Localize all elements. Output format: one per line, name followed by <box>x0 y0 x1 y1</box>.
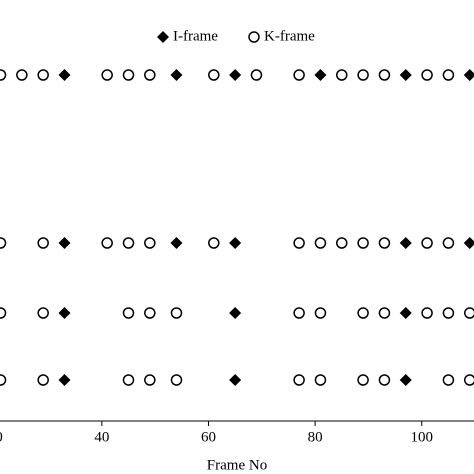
k-frame-marker <box>336 69 348 81</box>
k-frame-marker <box>0 69 7 81</box>
k-frame-marker <box>314 307 327 319</box>
k-frame-marker <box>357 237 369 249</box>
i-frame-marker <box>463 237 474 249</box>
k-frame-marker <box>144 374 156 386</box>
k-frame-marker <box>37 237 49 249</box>
k-frame-marker <box>122 374 135 386</box>
k-frame-marker <box>144 69 156 81</box>
i-frame-marker <box>170 237 183 249</box>
i-frame-marker <box>58 374 71 386</box>
k-frame-marker <box>357 374 369 386</box>
i-frame-marker <box>229 307 242 319</box>
k-frame-marker <box>463 374 474 386</box>
k-frame-marker <box>378 237 391 249</box>
x-tick-label: 80 <box>308 429 323 445</box>
k-frame-marker <box>442 374 455 386</box>
k-frame-marker <box>293 237 305 249</box>
legend-marker <box>248 31 260 43</box>
x-tick-label: 20 <box>0 429 3 445</box>
k-frame-marker <box>144 307 156 319</box>
k-frame-marker <box>0 307 7 319</box>
x-tick-label: 100 <box>410 429 433 445</box>
i-frame-marker <box>399 237 412 249</box>
k-frame-marker <box>101 237 113 249</box>
i-frame-marker <box>229 69 242 81</box>
k-frame-marker <box>314 374 327 386</box>
k-frame-marker <box>421 307 433 319</box>
k-frame-marker <box>144 237 156 249</box>
k-frame-marker <box>293 69 305 81</box>
k-frame-marker <box>170 307 183 319</box>
x-tick-label: 60 <box>201 429 216 445</box>
k-frame-marker <box>442 69 455 81</box>
i-frame-marker <box>463 69 474 81</box>
k-frame-marker <box>0 374 7 386</box>
legend-label: I-frame <box>173 28 218 44</box>
k-frame-marker <box>0 237 7 249</box>
k-frame-marker <box>122 69 135 81</box>
k-frame-marker <box>378 374 391 386</box>
i-frame-marker <box>399 69 412 81</box>
i-frame-marker <box>314 69 327 81</box>
k-frame-marker <box>37 374 49 386</box>
k-frame-marker <box>378 307 391 319</box>
k-frame-marker <box>463 307 474 319</box>
k-frame-marker <box>336 237 348 249</box>
k-frame-marker <box>101 69 113 81</box>
k-frame-marker <box>357 307 369 319</box>
k-frame-marker <box>293 307 305 319</box>
k-frame-marker <box>122 237 135 249</box>
i-frame-marker <box>229 237 242 249</box>
x-axis-label: Frame No <box>207 457 267 473</box>
k-frame-marker <box>314 237 327 249</box>
k-frame-marker <box>122 307 135 319</box>
k-frame-marker <box>37 69 49 81</box>
k-frame-marker <box>378 69 391 81</box>
k-frame-marker <box>250 69 263 81</box>
x-tick-label: 40 <box>94 429 109 445</box>
k-frame-marker <box>357 69 369 81</box>
k-frame-marker <box>170 374 183 386</box>
i-frame-marker <box>229 374 242 386</box>
legend-label: K-frame <box>264 28 315 44</box>
k-frame-marker <box>208 237 220 249</box>
k-frame-marker <box>442 237 455 249</box>
i-frame-marker <box>399 374 412 386</box>
k-frame-marker <box>37 307 49 319</box>
i-frame-marker <box>58 237 71 249</box>
i-frame-marker <box>399 307 412 319</box>
k-frame-marker <box>421 237 433 249</box>
k-frame-marker <box>208 69 220 81</box>
legend-marker <box>157 31 169 43</box>
i-frame-marker <box>170 69 183 81</box>
k-frame-marker <box>442 307 455 319</box>
i-frame-marker <box>58 307 71 319</box>
i-frame-marker <box>58 69 71 81</box>
k-frame-marker <box>293 374 305 386</box>
k-frame-marker <box>16 69 28 81</box>
k-frame-marker <box>421 69 433 81</box>
